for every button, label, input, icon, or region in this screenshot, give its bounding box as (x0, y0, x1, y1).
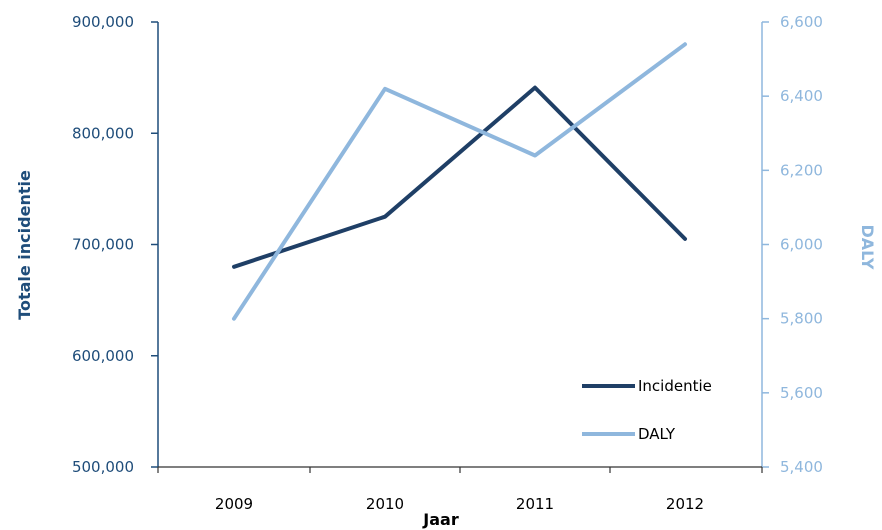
right-y-tick-label: 6,200 (780, 161, 823, 179)
data-point-incidentie (684, 238, 686, 240)
legend-label-incidentie: Incidentie (638, 377, 712, 395)
right-y-tick-label: 5,800 (780, 310, 823, 328)
data-point-daly (684, 43, 686, 46)
left-y-tick-label: 500,000 (72, 458, 134, 476)
x-tick-label: 2012 (666, 495, 704, 513)
right-y-tick-label: 6,000 (780, 236, 823, 254)
left-y-axis-title: Totale incidentie (15, 170, 34, 320)
data-point-incidentie (384, 215, 386, 218)
legend-label-daly: DALY (638, 425, 676, 443)
right-y-tick-label: 5,400 (780, 458, 823, 476)
right-y-tick-label: 5,600 (780, 384, 823, 402)
left-y-tick-label: 800,000 (72, 124, 134, 142)
series-line-incidentie (232, 85, 687, 269)
left-y-tick-label: 700,000 (72, 236, 134, 254)
data-point-daly (384, 87, 386, 90)
right-y-tick-label: 6,600 (780, 13, 823, 31)
left-y-tick-label: 900,000 (72, 13, 134, 31)
x-axis-title: Jaar (422, 510, 459, 529)
x-tick-label: 2009 (215, 495, 253, 513)
data-point-incidentie (233, 265, 235, 268)
right-y-axis-title: DALY (858, 225, 877, 270)
right-y-tick-label: 6,400 (780, 87, 823, 105)
series-line-daly (232, 42, 687, 321)
x-tick-label: 2011 (516, 495, 554, 513)
data-point-daly (534, 154, 536, 157)
left-y-tick-label: 600,000 (72, 347, 134, 365)
data-point-incidentie (534, 86, 536, 89)
x-tick-label: 2010 (366, 495, 404, 513)
data-point-daly (233, 317, 235, 320)
